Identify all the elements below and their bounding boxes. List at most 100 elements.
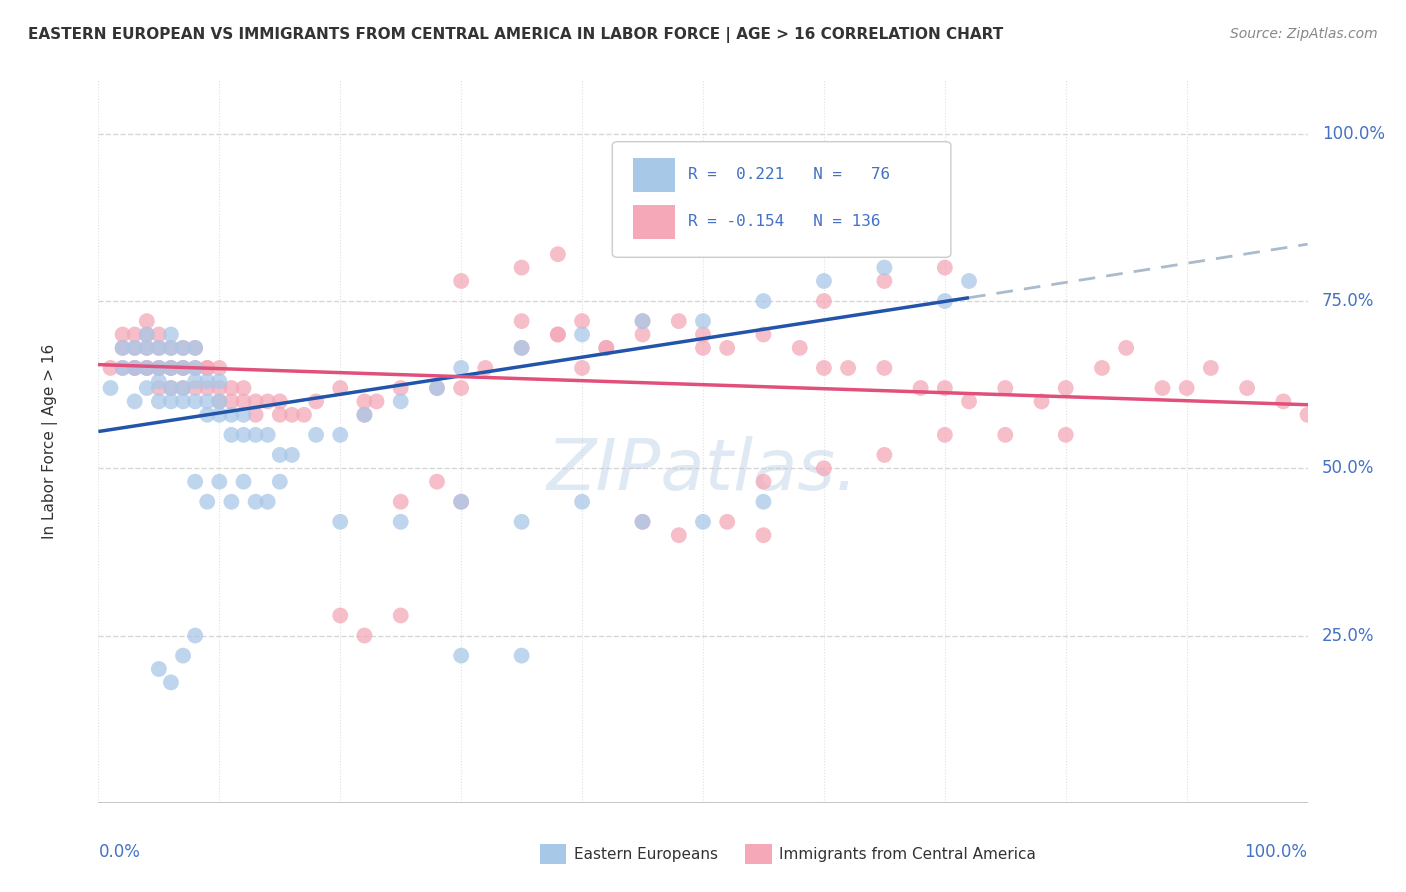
Point — [111, 327, 134, 342]
Point — [135, 327, 157, 342]
Point — [208, 381, 231, 395]
Point — [160, 341, 183, 355]
Point — [389, 394, 412, 409]
Point — [631, 515, 654, 529]
Point — [474, 361, 496, 376]
Point — [837, 361, 859, 376]
Point — [1091, 361, 1114, 376]
Point — [1272, 394, 1295, 409]
Point — [195, 408, 218, 422]
Point — [813, 461, 835, 475]
Point — [1296, 408, 1319, 422]
Point — [221, 394, 243, 409]
Point — [450, 494, 472, 508]
Point — [172, 648, 194, 663]
Point — [221, 494, 243, 508]
Point — [184, 361, 207, 376]
Text: 75.0%: 75.0% — [1322, 292, 1375, 310]
Point — [172, 381, 194, 395]
Point — [148, 361, 170, 376]
Point — [1115, 341, 1137, 355]
Point — [873, 448, 896, 462]
Point — [1175, 381, 1198, 395]
Point — [208, 375, 231, 389]
Point — [135, 341, 157, 355]
Point — [450, 494, 472, 508]
Point — [668, 314, 690, 328]
Point — [184, 341, 207, 355]
Point — [111, 361, 134, 376]
Point — [631, 314, 654, 328]
Point — [329, 381, 352, 395]
Point — [1236, 381, 1258, 395]
Point — [148, 381, 170, 395]
Point — [245, 394, 267, 409]
Point — [135, 341, 157, 355]
Point — [148, 341, 170, 355]
Point — [111, 361, 134, 376]
Point — [510, 648, 533, 663]
Point — [510, 260, 533, 275]
Point — [631, 327, 654, 342]
Point — [208, 361, 231, 376]
Point — [124, 361, 146, 376]
Point — [148, 394, 170, 409]
Point — [172, 394, 194, 409]
Point — [752, 475, 775, 489]
Point — [934, 381, 956, 395]
Point — [100, 361, 122, 376]
Point — [813, 274, 835, 288]
Point — [873, 274, 896, 288]
Point — [172, 361, 194, 376]
Point — [184, 628, 207, 642]
Point — [208, 475, 231, 489]
Point — [813, 361, 835, 376]
Point — [148, 375, 170, 389]
Point — [389, 494, 412, 508]
Point — [813, 294, 835, 309]
Point — [281, 448, 304, 462]
Point — [692, 327, 714, 342]
Point — [135, 361, 157, 376]
Bar — [633, 204, 675, 239]
Point — [245, 494, 267, 508]
Point — [353, 408, 375, 422]
Point — [208, 408, 231, 422]
Text: R = -0.154   N = 136: R = -0.154 N = 136 — [689, 214, 882, 229]
Text: 100.0%: 100.0% — [1244, 843, 1308, 861]
Point — [195, 361, 218, 376]
Text: ZIPatlas.: ZIPatlas. — [547, 436, 859, 505]
Point — [426, 475, 449, 489]
Point — [595, 341, 617, 355]
Point — [245, 408, 267, 422]
Point — [957, 394, 980, 409]
Point — [135, 361, 157, 376]
Point — [148, 361, 170, 376]
Point — [172, 341, 194, 355]
Point — [595, 341, 617, 355]
Point — [716, 341, 738, 355]
Point — [172, 381, 194, 395]
Point — [160, 381, 183, 395]
Point — [631, 314, 654, 328]
Point — [716, 515, 738, 529]
Point — [160, 361, 183, 376]
Point — [221, 381, 243, 395]
Point — [160, 327, 183, 342]
Point — [994, 381, 1017, 395]
Point — [124, 394, 146, 409]
Point — [208, 394, 231, 409]
Point — [111, 341, 134, 355]
Point — [752, 528, 775, 542]
Point — [450, 274, 472, 288]
Point — [221, 427, 243, 442]
Text: Immigrants from Central America: Immigrants from Central America — [779, 847, 1036, 863]
Point — [547, 327, 569, 342]
Point — [1054, 427, 1077, 442]
FancyBboxPatch shape — [613, 142, 950, 257]
Point — [1054, 381, 1077, 395]
Point — [934, 260, 956, 275]
Point — [160, 394, 183, 409]
Bar — [540, 844, 567, 864]
Text: 25.0%: 25.0% — [1322, 626, 1375, 645]
